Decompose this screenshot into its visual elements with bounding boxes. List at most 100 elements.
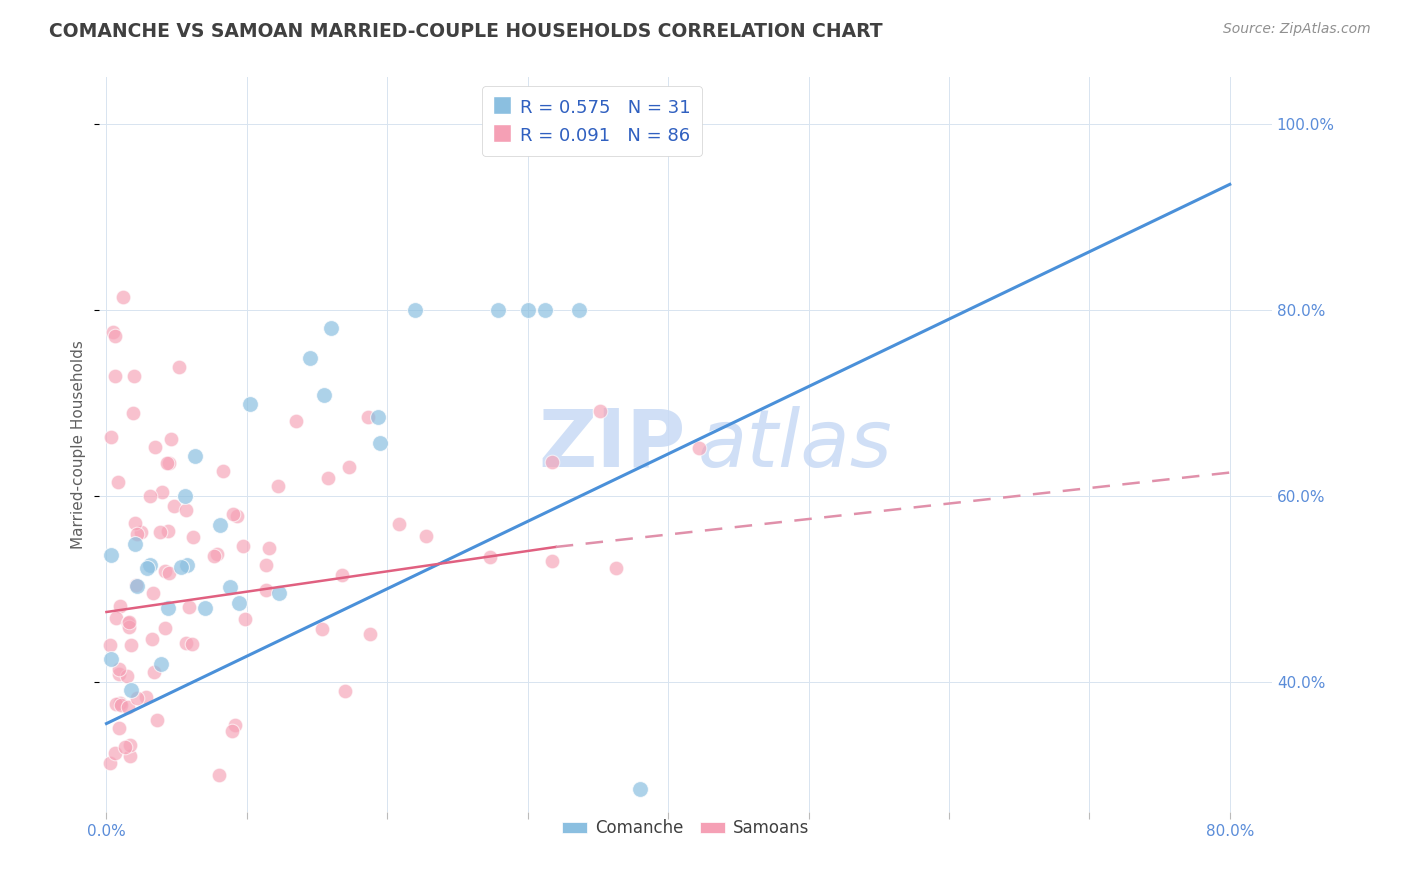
Point (135, 690, 157, 705)
Point (141, 632, 163, 646)
Point (335, 684, 357, 698)
Point (266, 479, 288, 493)
Point (100, 652, 122, 666)
Point (212, 464, 235, 478)
Point (517, 302, 540, 317)
Point (311, 623, 333, 637)
Point (688, 441, 710, 455)
Point (104, 368, 127, 383)
Point (312, 388, 335, 402)
Text: ZIP: ZIP (538, 406, 686, 483)
Point (122, 368, 145, 383)
Point (194, 601, 217, 615)
Point (157, 566, 180, 581)
Point (157, 524, 180, 538)
Y-axis label: Married-couple Households: Married-couple Households (72, 340, 86, 549)
Point (367, 410, 389, 425)
Point (150, 485, 173, 500)
Point (330, 567, 353, 582)
Point (114, 740, 136, 755)
Point (153, 564, 176, 578)
Point (404, 302, 426, 317)
Point (225, 509, 247, 524)
Point (125, 578, 148, 592)
Point (124, 516, 146, 531)
Point (149, 524, 172, 539)
Point (232, 539, 254, 553)
Point (589, 403, 612, 417)
Point (337, 460, 360, 475)
Point (101, 325, 124, 339)
Point (155, 456, 177, 470)
Point (104, 611, 127, 625)
Text: atlas: atlas (697, 406, 893, 483)
Point (108, 721, 131, 735)
Point (117, 700, 139, 714)
Point (157, 600, 180, 615)
Point (108, 667, 131, 681)
Point (205, 547, 228, 561)
Point (120, 749, 142, 764)
Point (125, 527, 148, 541)
Point (208, 517, 231, 532)
Point (208, 767, 231, 781)
Point (112, 290, 135, 304)
Point (568, 302, 591, 317)
Point (108, 662, 131, 676)
Point (163, 499, 186, 513)
Point (176, 558, 198, 573)
Point (174, 489, 197, 503)
Point (174, 636, 197, 650)
Point (160, 432, 183, 446)
Point (142, 586, 165, 600)
Point (167, 359, 190, 374)
Point (150, 657, 173, 671)
Point (107, 475, 129, 490)
Point (321, 320, 343, 334)
Point (239, 397, 262, 411)
Point (146, 713, 169, 727)
Point (129, 524, 152, 539)
Point (233, 611, 256, 625)
Legend: Comanche, Samoans: Comanche, Samoans (555, 813, 817, 844)
Point (415, 529, 437, 543)
Point (299, 351, 322, 365)
Point (228, 596, 250, 610)
Point (143, 440, 166, 454)
Point (100, 430, 122, 444)
Point (138, 489, 160, 503)
Point (169, 560, 191, 574)
Point (117, 669, 139, 683)
Text: Source: ZipAtlas.com: Source: ZipAtlas.com (1223, 22, 1371, 37)
Point (104, 328, 127, 343)
Point (285, 413, 308, 427)
Point (122, 406, 145, 420)
Point (100, 548, 122, 562)
Point (605, 561, 627, 575)
Point (98, 638, 121, 652)
Point (224, 718, 246, 732)
Point (120, 638, 142, 652)
Text: COMANCHE VS SAMOAN MARRIED-COUPLE HOUSEHOLDS CORRELATION CHART: COMANCHE VS SAMOAN MARRIED-COUPLE HOUSEH… (49, 22, 883, 41)
Point (136, 561, 159, 575)
Point (104, 746, 127, 760)
Point (316, 471, 339, 485)
Point (368, 435, 391, 450)
Point (387, 517, 409, 532)
Point (219, 580, 242, 594)
Point (157, 456, 180, 470)
Point (359, 627, 381, 641)
Point (118, 615, 141, 629)
Point (534, 302, 557, 317)
Point (183, 449, 205, 463)
Point (125, 579, 148, 593)
Point (628, 781, 651, 796)
Point (181, 530, 204, 544)
Point (269, 586, 291, 600)
Point (110, 698, 132, 712)
Point (174, 503, 197, 517)
Point (486, 302, 509, 317)
Point (120, 738, 142, 752)
Point (541, 554, 564, 568)
Point (108, 599, 131, 613)
